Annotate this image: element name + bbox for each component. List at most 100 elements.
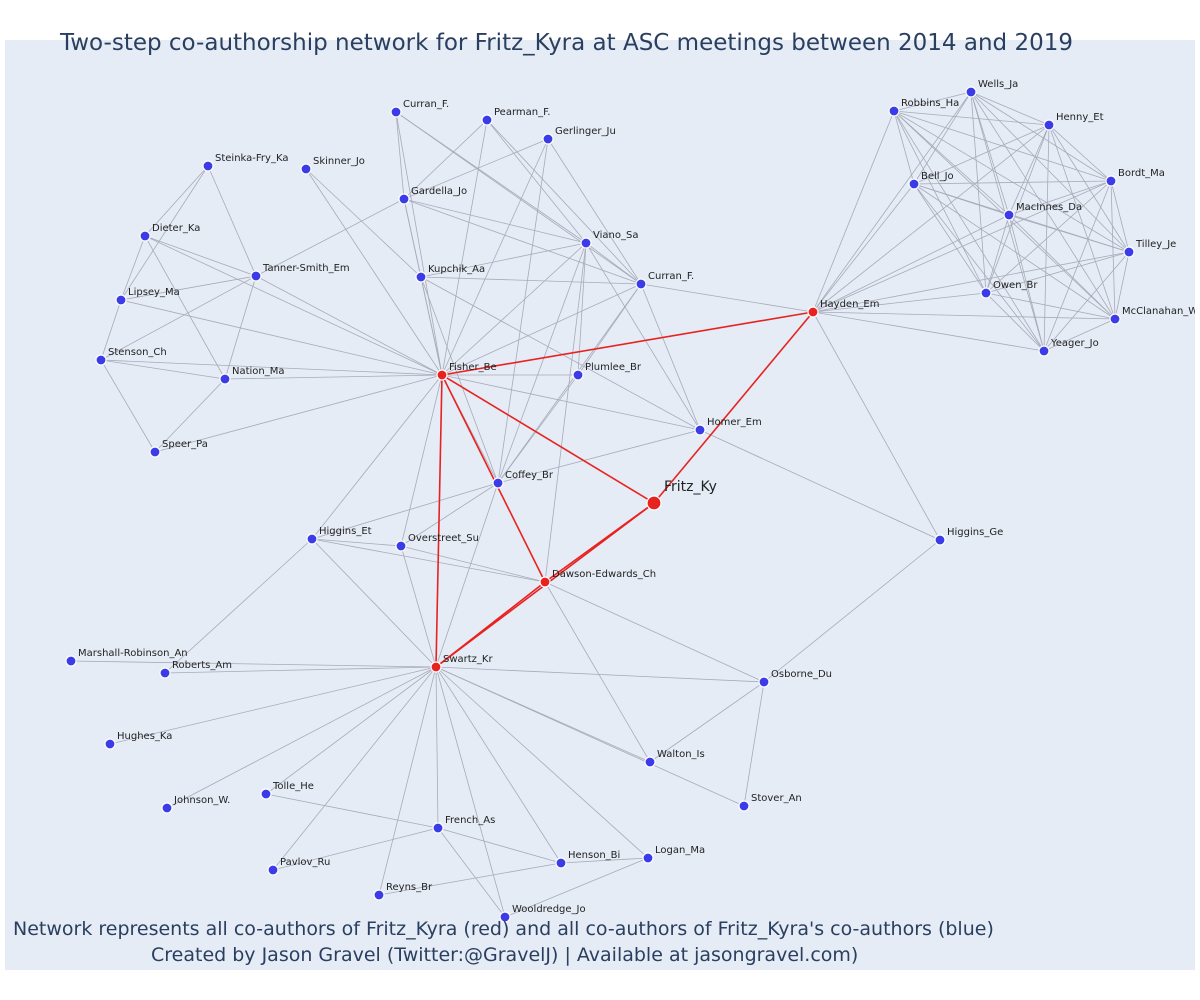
edge-Henny_Et-McClanahan_W (1048, 124, 1116, 320)
edge-Curran_F1-Curran_F2 (395, 111, 642, 285)
node-Curran_F2[interactable] (635, 278, 647, 290)
node-Lipsey_Ma[interactable] (115, 294, 127, 306)
node-Gerlinger_Ju[interactable] (542, 133, 554, 145)
node-Nation_Ma[interactable] (219, 373, 231, 385)
node-Plumlee_Br[interactable] (572, 369, 584, 381)
edge-Plumlee_Br-Coffey_Br (497, 374, 579, 484)
edge-Steinka-Fry_Ka-Tanner-Smith_Em (207, 165, 257, 277)
edge-Pearman_F-Gardella_Jo (403, 119, 488, 200)
node-Hughes_Ka[interactable] (104, 738, 116, 750)
node-Yeager_Jo[interactable] (1038, 345, 1050, 357)
node-label-Robbins_Ha: Robbins_Ha (901, 98, 959, 109)
node-Logan_Ma[interactable] (642, 852, 654, 864)
edge-Kupchik_Aa-Coffey_Br (420, 276, 499, 484)
node-label-Steinka-Fry_Ka: Steinka-Fry_Ka (215, 153, 288, 164)
node-label-Hughes_Ka: Hughes_Ka (117, 731, 172, 742)
node-Tilley_Je[interactable] (1123, 246, 1135, 258)
labels-layer: Fritz_Ky Fisher_Be Hayden_Em Dawson-Edwards… (78, 79, 1195, 915)
node-MacInnes_Da[interactable] (1003, 209, 1015, 221)
node-label-Yeager_Jo: Yeager_Jo (1050, 338, 1099, 349)
node-Dawson-Edwards_Ch[interactable] (539, 576, 551, 588)
node-label-Fritz_Ky: Fritz_Ky (664, 479, 717, 495)
node-Coffey_Br[interactable] (492, 477, 504, 489)
node-French_As[interactable] (432, 822, 444, 834)
edge-Swartz_Kr-Roberts_Am (164, 666, 437, 674)
node-Henson_Bi[interactable] (555, 857, 567, 869)
edge-Dieter_Ka-Lipsey_Ma (120, 235, 146, 301)
edge-Tilley_Je-Owen_Br (985, 251, 1130, 294)
edge-Dawson-Edwards_Ch-Osborne_Du (544, 581, 765, 683)
edge-Swartz_Kr-Logan_Ma (435, 666, 649, 859)
node-Higgins_Et[interactable] (306, 533, 318, 545)
node-label-Kupchik_Aa: Kupchik_Aa (428, 264, 485, 275)
node-Wells_Ja[interactable] (965, 86, 977, 98)
node-Overstreet_Su[interactable] (395, 540, 407, 552)
node-Gardella_Jo[interactable] (398, 193, 410, 205)
node-Pavlov_Ru[interactable] (267, 864, 279, 876)
node-McClanahan_W[interactable] (1109, 313, 1121, 325)
edge-Fisher_Be-Nation_Ma (224, 374, 443, 380)
edge-Fisher_Be-Overstreet_Su (400, 374, 443, 547)
node-Swartz_Kr[interactable] (430, 661, 442, 673)
edge-MacInnes_Da-Tilley_Je (1008, 214, 1130, 253)
node-Stenson_Ch[interactable] (95, 354, 107, 366)
edge-Viano_Sa-Coffey_Br (497, 242, 587, 484)
node-Fisher_Be[interactable] (436, 369, 448, 381)
edge-Henson_Bi-Logan_Ma (560, 857, 649, 864)
node-Kupchik_Aa[interactable] (415, 271, 427, 283)
node-Marshall-Robinson_An[interactable] (65, 655, 77, 667)
node-label-Roberts_Am: Roberts_Am (172, 660, 232, 671)
edge-Henny_Et-Yeager_Jo (1043, 124, 1050, 352)
edge-Overstreet_Su-Swartz_Kr (400, 545, 437, 668)
node-Tanner-Smith_Em[interactable] (250, 270, 262, 282)
edge-Homer_Em-Coffey_Br (497, 429, 701, 484)
node-label-Henny_Et: Henny_Et (1056, 112, 1104, 123)
edge-Viano_Sa-Homer_Em (585, 242, 701, 431)
node-label-Higgins_Et: Higgins_Et (319, 526, 372, 537)
node-Steinka-Fry_Ka[interactable] (202, 160, 214, 172)
edge-French_As-Pavlov_Ru (272, 827, 439, 871)
node-Bell_Jo[interactable] (908, 178, 920, 190)
node-Hayden_Em[interactable] (807, 306, 819, 318)
node-Johnson_W[interactable] (161, 802, 173, 814)
node-Curran_F1[interactable] (390, 106, 402, 118)
node-Roberts_Am[interactable] (159, 667, 171, 679)
node-Skinner_Jo[interactable] (300, 163, 312, 175)
edge-Swartz_Kr-Tolle_He (265, 666, 437, 795)
node-Fritz_Ky[interactable] (646, 495, 662, 511)
node-Higgins_Ge[interactable] (934, 534, 946, 546)
node-Walton_Is[interactable] (644, 756, 656, 768)
node-Reyns_Br[interactable] (373, 889, 385, 901)
edge-French_As-Wooldredge_Jo (437, 827, 506, 918)
edge-Curran_F1-Gardella_Jo (395, 111, 405, 200)
edge-Nation_Ma-Speer_Pa (154, 378, 226, 453)
edge-Hayden_Em-Higgins_Ge (812, 311, 941, 541)
node-Bordt_Ma[interactable] (1105, 175, 1117, 187)
edge-Tanner-Smith_Em-Nation_Ma (224, 275, 257, 380)
edge-Curran_F2-Plumlee_Br (577, 283, 642, 376)
edge-Steinka-Fry_Ka-Lipsey_Ma (120, 165, 209, 301)
node-Viano_Sa[interactable] (580, 237, 592, 249)
node-label-MacInnes_Da: MacInnes_Da (1016, 202, 1082, 213)
node-label-Stenson_Ch: Stenson_Ch (108, 347, 167, 358)
node-Owen_Br[interactable] (980, 287, 992, 299)
node-Pearman_F[interactable] (481, 114, 493, 126)
edge-Stenson_Ch-Speer_Pa (100, 359, 156, 453)
node-Speer_Pa[interactable] (149, 446, 161, 458)
edge-Higgins_Ge-Osborne_Du (763, 539, 941, 683)
edge-Dawson-Edwards_Ch-Swartz_Kr (435, 581, 546, 668)
edge-Pearman_F-Viano_Sa (486, 119, 587, 244)
node-Osborne_Du[interactable] (758, 676, 770, 688)
edge-Robbins_Ha-Owen_Br (893, 110, 987, 294)
node-Robbins_Ha[interactable] (888, 105, 900, 117)
node-Dieter_Ka[interactable] (139, 230, 151, 242)
node-Stover_An[interactable] (738, 800, 750, 812)
edge-Swartz_Kr-Hughes_Ka (109, 666, 437, 745)
node-Tolle_He[interactable] (260, 788, 272, 800)
edge-Bell_Jo-Owen_Br (913, 183, 987, 294)
node-Henny_Et[interactable] (1043, 119, 1055, 131)
node-Wooldredge_Jo[interactable] (499, 911, 511, 923)
edge-Kupchik_Aa-Curran_F2 (420, 276, 642, 285)
node-Homer_Em[interactable] (694, 424, 706, 436)
edge-Robbins_Ha-MacInnes_Da (893, 110, 1010, 216)
